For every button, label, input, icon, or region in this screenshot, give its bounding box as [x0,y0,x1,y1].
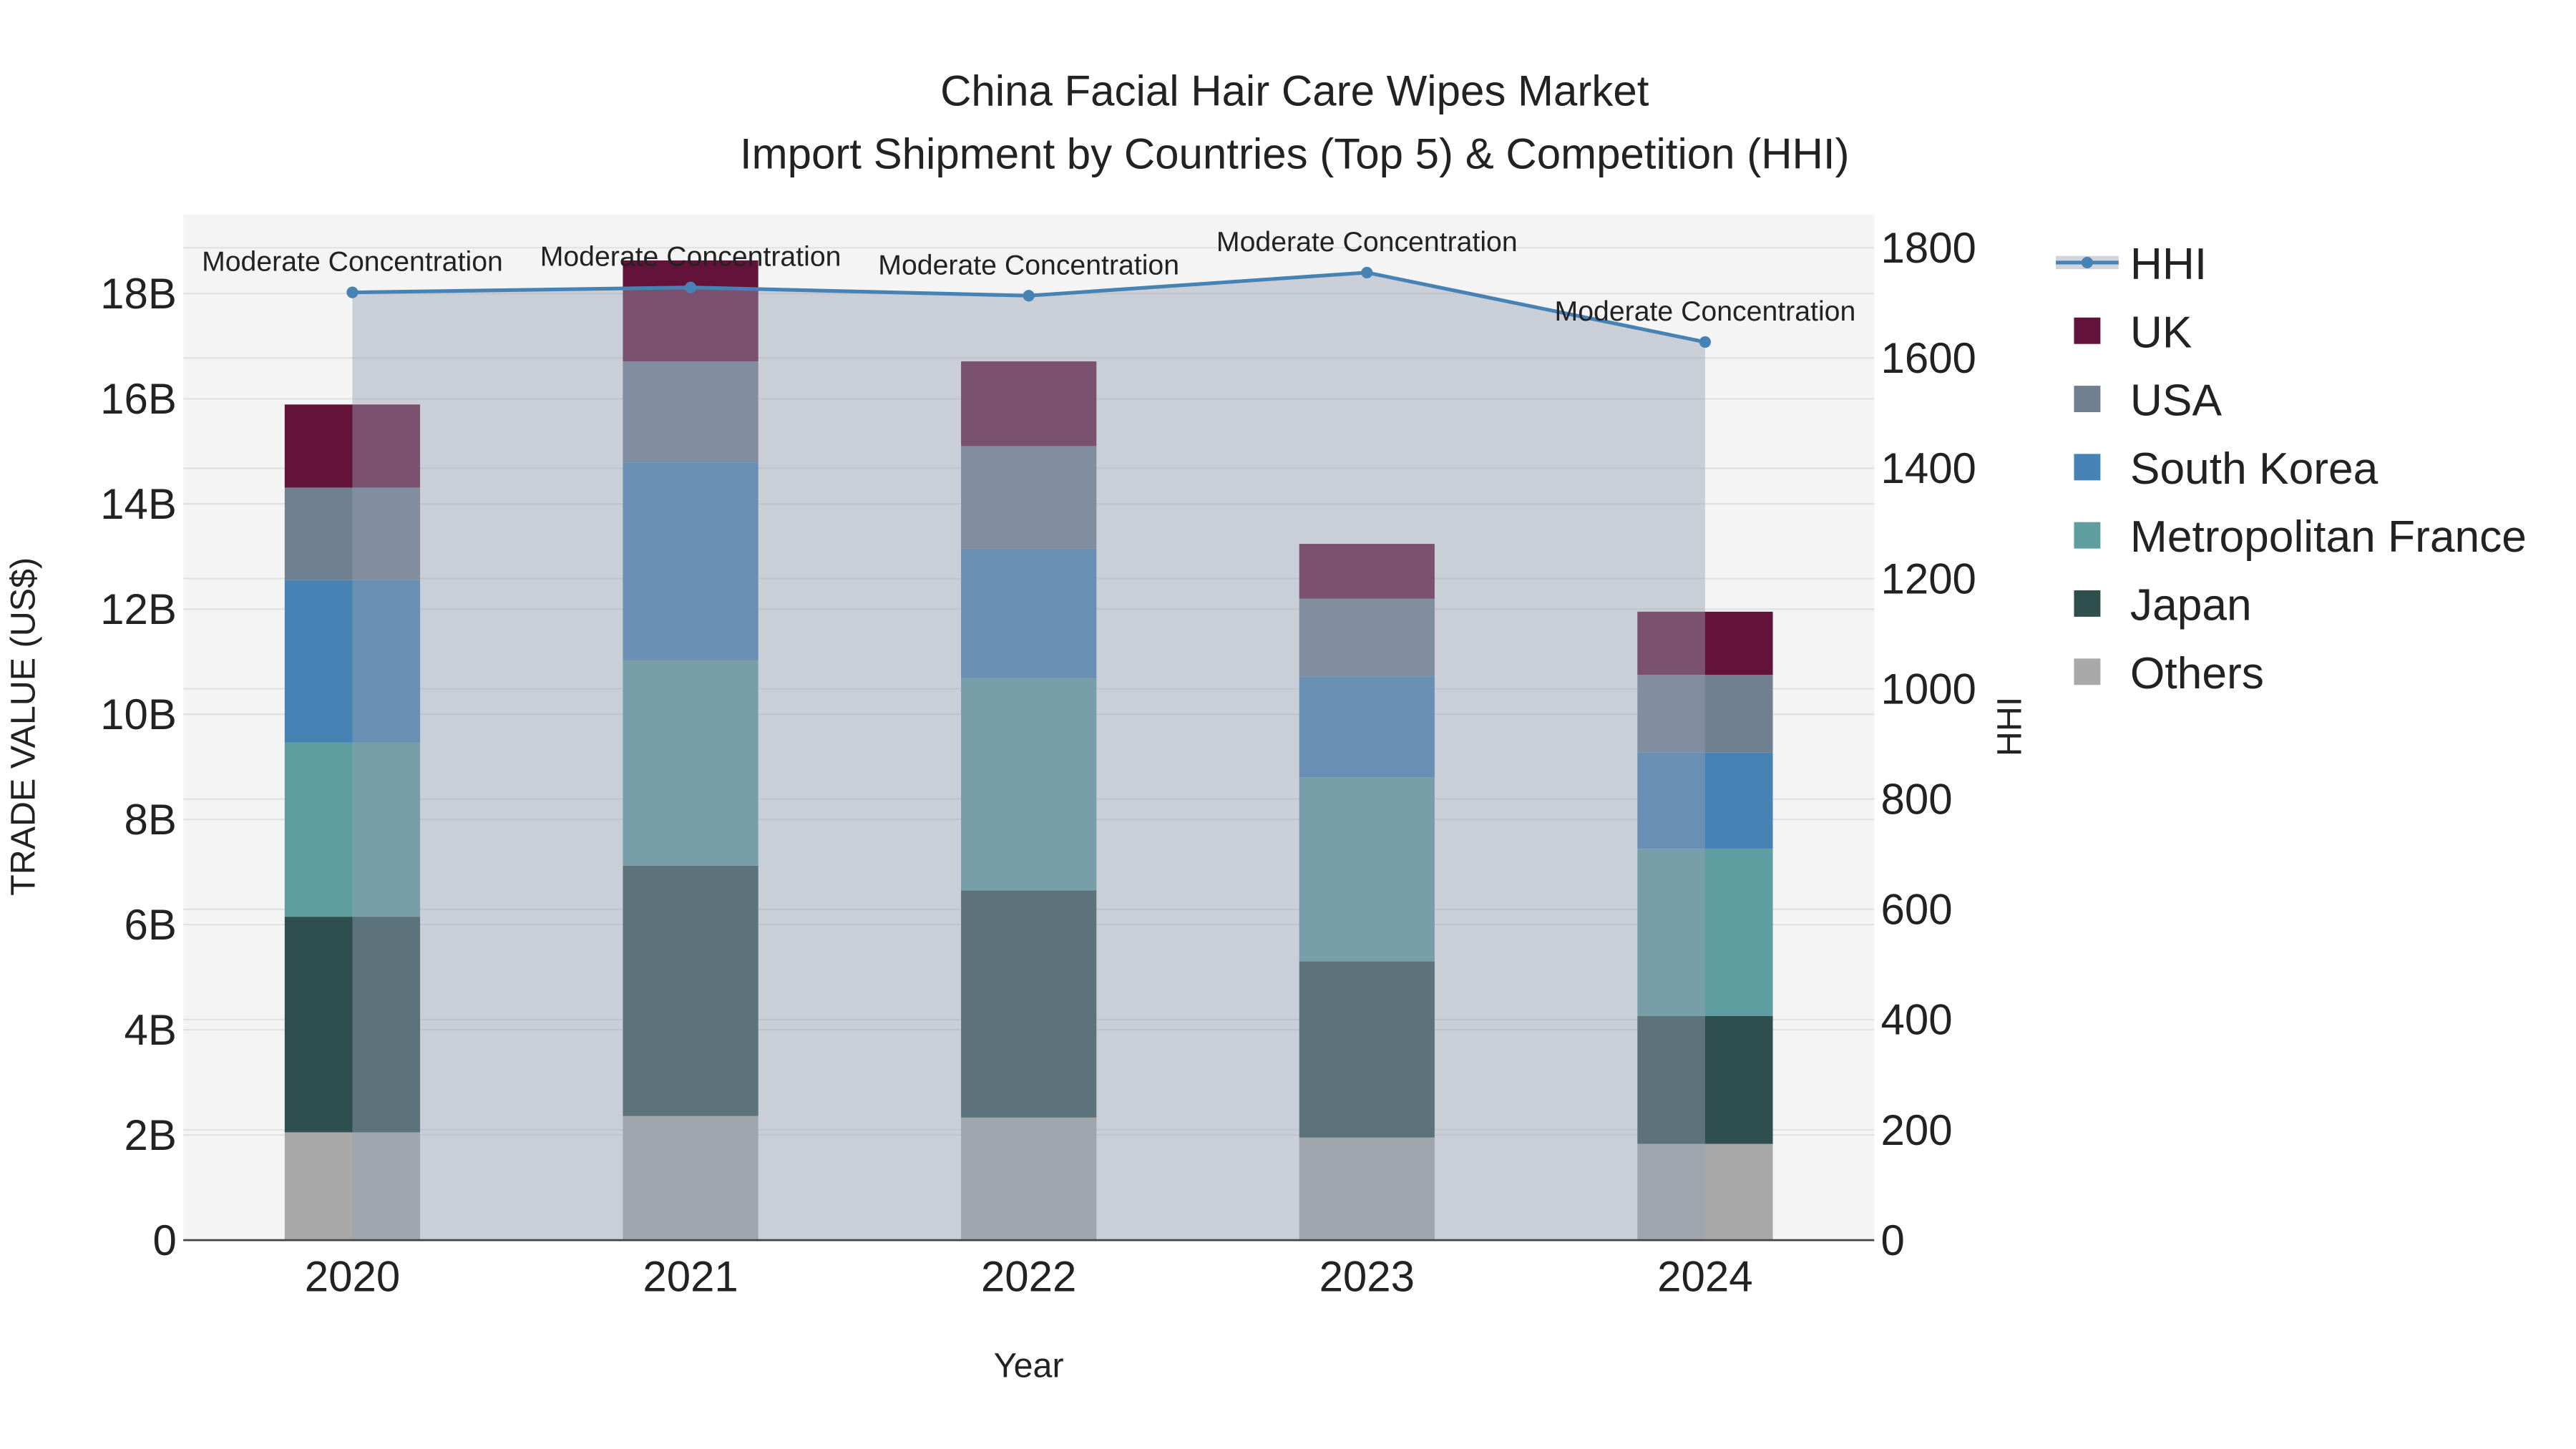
x-axis-title: Year [994,1347,1064,1385]
bar-south-korea [1299,676,1435,778]
y-tick-label: 4B [125,1006,177,1054]
bar-metropolitan-france [623,660,758,866]
hhi-area [352,272,1705,1241]
hhi-annotation: Moderate Concentration [1216,226,1518,258]
legend-item-hhi[interactable]: HHI [2056,240,2207,289]
bar-uk [284,404,421,488]
bar-others [961,1117,1097,1241]
bars [284,260,1773,1241]
y-tick-label: 18B [100,270,177,318]
legend-item-usa[interactable]: USA [2074,376,2222,426]
bar-others [1637,1143,1773,1241]
y2-tick-label: 800 [1880,775,1952,823]
bar-usa [284,487,421,580]
legend-item-south-korea[interactable]: South Korea [2074,444,2379,494]
legend-label: UK [2130,308,2192,357]
hhi-annotation: Moderate Concentration [540,241,841,273]
bar-others [623,1116,758,1241]
y-tick-label: 6B [125,901,177,949]
legend-item-others[interactable]: Others [2074,649,2264,698]
x-tick-label: 2024 [1657,1253,1752,1301]
bar-japan [284,917,421,1133]
hhi-annotation: Moderate Concentration [1555,296,1856,327]
hhi-annotation: Moderate Concentration [878,249,1179,280]
y-axis-title: TRADE VALUE (US$) [4,557,42,896]
bar-japan [1637,1016,1773,1144]
x-tick-label: 2022 [981,1253,1076,1301]
y-tick-label: 8B [125,796,177,844]
bar-south-korea [623,462,758,660]
legend-item-japan[interactable]: Japan [2074,581,2252,630]
x-tick-label: 2020 [305,1253,400,1301]
bar-south-korea [1637,752,1773,849]
x-axis-ticks: 2020 2021 2022 2023 2024 [305,1253,1753,1301]
bar-usa [1299,598,1435,677]
legend-label: HHI [2130,240,2207,289]
hhi-series: Moderate Concentration Moderate Concentra… [202,226,1856,1241]
y-tick-label: 2B [125,1111,177,1159]
bar-south-korea [284,580,421,743]
legend-label: Metropolitan France [2130,512,2527,562]
legend-label: Others [2130,649,2264,698]
y-axis-ticks: 0 2B 4B 6B 8B 10B 12B 14B 16B 18B [100,270,177,1264]
hhi-point [1699,336,1711,348]
y2-axis-ticks: 0 200 400 600 800 1000 1200 1400 1600 1800 [1880,224,1976,1264]
y2-tick-label: 200 [1880,1106,1952,1154]
legend-item-uk[interactable]: UK [2074,308,2192,357]
bar-japan [961,890,1097,1118]
legend-item-metropolitan-france[interactable]: Metropolitan France [2074,512,2527,562]
bar-japan [1299,961,1435,1138]
y-tick-label: 16B [100,375,177,423]
legend-swatch [2074,317,2101,344]
hhi-point [685,281,697,293]
legend-swatch [2074,522,2101,549]
hhi-point [1023,290,1035,302]
bar-usa [961,446,1097,549]
y2-tick-label: 1800 [1880,224,1976,272]
y-tick-label: 0 [153,1216,177,1264]
legend-label: South Korea [2130,444,2379,494]
hhi-annotation: Moderate Concentration [202,246,503,278]
legend-marker [2081,256,2093,268]
bar-uk [623,260,758,362]
y2-tick-label: 1200 [1880,555,1976,602]
bar-metropolitan-france [1637,849,1773,1017]
y2-tick-label: 400 [1880,996,1952,1044]
x-tick-label: 2023 [1319,1253,1415,1301]
bar-usa [623,361,758,463]
y2-tick-label: 1600 [1880,334,1976,382]
bar-metropolitan-france [961,678,1097,891]
legend-swatch [2074,590,2101,617]
bar-metropolitan-france [284,742,421,917]
bar-others [284,1132,421,1241]
bar-south-korea [961,548,1097,678]
y2-tick-label: 600 [1880,886,1952,934]
legend: HHI UK USA South Korea Metropolitan France Ja… [2056,240,2527,698]
bar-metropolitan-france [1299,777,1435,962]
y-tick-label: 12B [100,585,177,633]
y2-tick-label: 0 [1880,1216,1904,1264]
y-tick-label: 10B [100,691,177,738]
y2-axis-title: HHI [1991,697,2029,756]
legend-swatch [2074,454,2101,481]
legend-swatch [2074,386,2101,412]
bar-uk [1637,611,1773,675]
y2-tick-label: 1400 [1880,444,1976,492]
legend-label: USA [2130,376,2223,426]
y-tick-label: 14B [100,480,177,528]
x-tick-label: 2021 [643,1253,738,1301]
bar-uk [1299,544,1435,599]
hhi-point [346,286,358,298]
y2-tick-label: 1000 [1880,665,1976,713]
bar-others [1299,1137,1435,1241]
bar-uk [961,361,1097,447]
hhi-point [1361,266,1373,278]
chart-title-line2: Import Shipment by Countries (Top 5) & C… [740,130,1850,177]
chart-title-line1: China Facial Hair Care Wipes Market [940,67,1649,115]
legend-label: Japan [2130,581,2252,630]
bar-japan [623,865,758,1116]
legend-swatch [2074,658,2101,686]
bar-usa [1637,675,1773,753]
